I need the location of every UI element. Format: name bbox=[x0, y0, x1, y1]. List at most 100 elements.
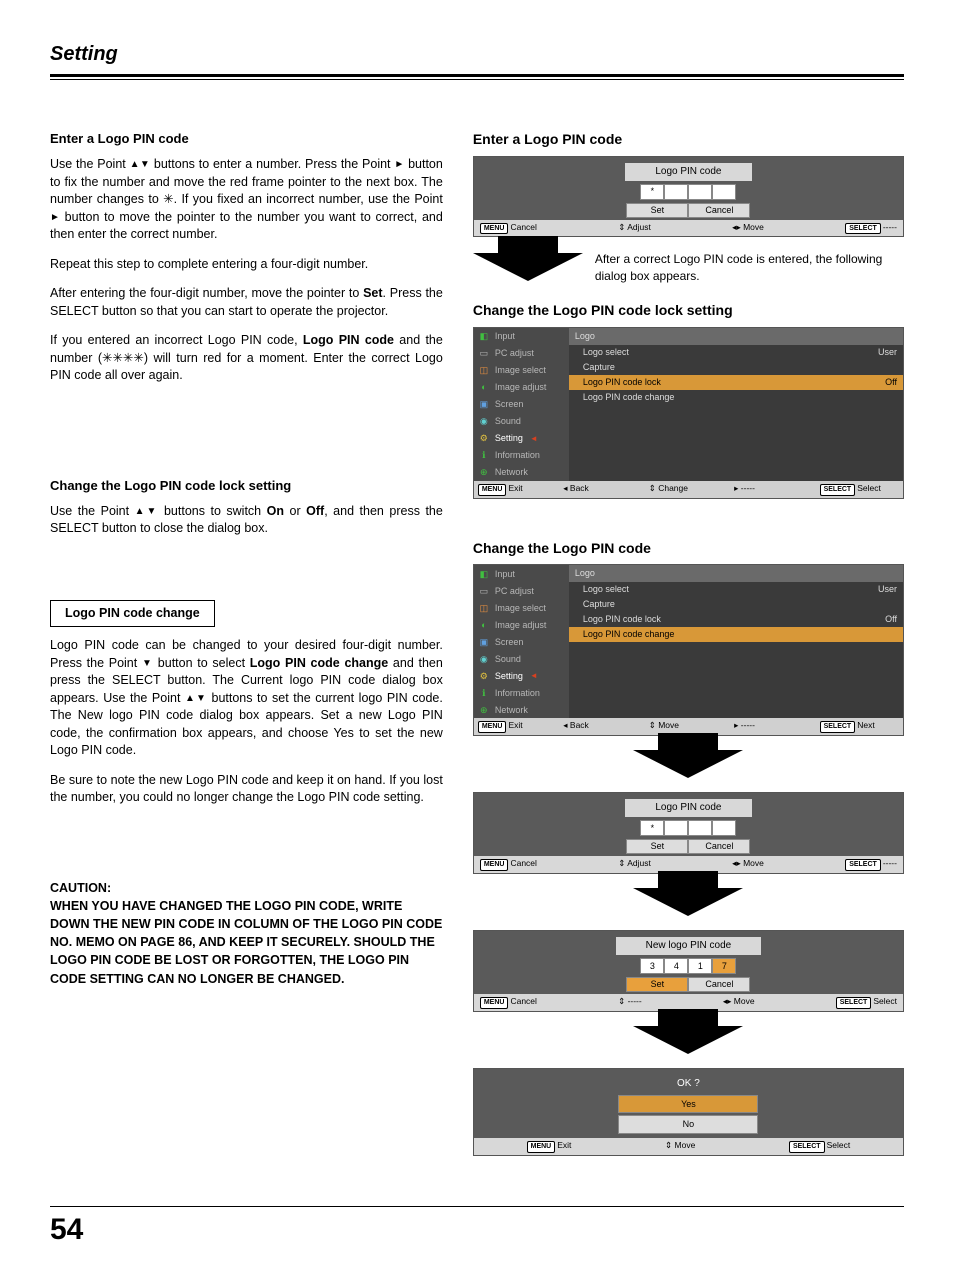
two-column-layout: Enter a Logo PIN code Use the Point ▲▼ b… bbox=[50, 130, 904, 1166]
right-icon: ► bbox=[394, 159, 404, 170]
menu-row[interactable]: Logo selectUser bbox=[569, 345, 903, 360]
cancel-button[interactable]: Cancel bbox=[688, 977, 750, 992]
hint-bar-1: MENUCancel ⇕ Adjust ◂▸ Move SELECT----- bbox=[474, 220, 903, 237]
image-adjust-icon: ◐ bbox=[478, 619, 490, 631]
no-button[interactable]: No bbox=[618, 1115, 758, 1134]
pin-cell-3[interactable] bbox=[712, 820, 736, 836]
screen-icon: ▣ bbox=[478, 636, 490, 648]
pin-cell-2[interactable] bbox=[688, 184, 712, 200]
pin-dialog-2: Logo PIN code * Set Cancel MENUCancel ⇕ … bbox=[473, 792, 904, 874]
set-button[interactable]: Set bbox=[626, 839, 688, 854]
active-marker-icon: ◄ bbox=[530, 670, 538, 681]
setting-icon: ⚙ bbox=[478, 432, 490, 444]
menu-sidebar: ◧Input ▭PC adjust ◫Image select ◐Image a… bbox=[474, 565, 569, 718]
network-icon: ⊕ bbox=[478, 466, 490, 478]
paragraph-enter-pin-1: Use the Point ▲▼ buttons to enter a numb… bbox=[50, 156, 443, 244]
caution-block: CAUTION: WHEN YOU HAVE CHANGED THE LOGO … bbox=[50, 879, 443, 988]
arrow-down-icon bbox=[473, 253, 583, 281]
menu-screenshot-1: ◧Input ▭PC adjust ◫Image select ◐Image a… bbox=[473, 327, 904, 499]
updown-icon: ▲▼ bbox=[185, 693, 207, 704]
setting-icon: ⚙ bbox=[478, 670, 490, 682]
pin-cell-0[interactable]: 3 bbox=[640, 958, 664, 974]
paragraph-enter-pin-3: After entering the four-digit number, mo… bbox=[50, 285, 443, 320]
yes-button[interactable]: Yes bbox=[618, 1095, 758, 1114]
heading-change-lock: Change the Logo PIN code lock setting bbox=[50, 477, 443, 495]
menu-header: Logo bbox=[569, 565, 903, 582]
cancel-button[interactable]: Cancel bbox=[688, 203, 750, 218]
page-number: 54 bbox=[50, 1206, 904, 1251]
pin-cell-3[interactable] bbox=[712, 184, 736, 200]
arrow-down-icon bbox=[633, 750, 743, 778]
paragraph-pin-change-2: Be sure to note the new Logo PIN code an… bbox=[50, 772, 443, 807]
input-icon: ◧ bbox=[478, 568, 490, 580]
bottom-hint-bar: MENUExit ◂ Back ⇕ Change ▸ ----- SELECTS… bbox=[474, 481, 903, 498]
right-icon: ► bbox=[50, 212, 60, 223]
menu-row[interactable]: Logo PIN code change bbox=[569, 390, 903, 405]
pin-cell-2[interactable] bbox=[688, 820, 712, 836]
screen-icon: ▣ bbox=[478, 398, 490, 410]
menu-sidebar: ◧Input ▭PC adjust ◫Image select ◐Image a… bbox=[474, 328, 569, 481]
paragraph-change-lock: Use the Point ▲▼ buttons to switch On or… bbox=[50, 503, 443, 538]
set-button[interactable]: Set bbox=[626, 203, 688, 218]
menu-main-panel: Logo Logo selectUser Capture Logo PIN co… bbox=[569, 328, 903, 481]
image-select-icon: ◫ bbox=[478, 364, 490, 376]
network-icon: ⊕ bbox=[478, 704, 490, 716]
pin-dialog-title: New logo PIN code bbox=[616, 937, 762, 955]
heading-enter-pin: Enter a Logo PIN code bbox=[50, 130, 443, 148]
pin-cell-2[interactable]: 1 bbox=[688, 958, 712, 974]
right-heading-2: Change the Logo PIN code lock setting bbox=[473, 301, 904, 321]
left-column: Enter a Logo PIN code Use the Point ▲▼ b… bbox=[50, 130, 443, 1166]
sound-icon: ◉ bbox=[478, 653, 490, 665]
menu-row[interactable]: Capture bbox=[569, 597, 903, 612]
pin-dialog-1: Logo PIN code * Set Cancel MENUCancel ⇕ … bbox=[473, 156, 904, 238]
menu-row[interactable]: Logo PIN code lockOff bbox=[569, 612, 903, 627]
ok-dialog: OK ? Yes No MENUExit ⇕ Move SELECTSelect bbox=[473, 1068, 904, 1156]
pin-dialog-title: Logo PIN code bbox=[625, 799, 751, 817]
active-marker-icon: ◄ bbox=[530, 433, 538, 444]
updown-icon: ▲▼ bbox=[135, 506, 159, 517]
cancel-button[interactable]: Cancel bbox=[688, 839, 750, 854]
input-icon: ◧ bbox=[478, 330, 490, 342]
hint-bar: MENUExit ⇕ Move SELECTSelect bbox=[474, 1138, 903, 1155]
boxed-heading-pin-change: Logo PIN code change bbox=[50, 600, 215, 628]
ok-title: OK ? bbox=[474, 1077, 903, 1091]
menu-screenshot-2: ◧Input ▭PC adjust ◫Image select ◐Image a… bbox=[473, 564, 904, 736]
info-icon: ℹ bbox=[478, 687, 490, 699]
pin-cell-1[interactable] bbox=[664, 184, 688, 200]
pin-cell-1[interactable]: 4 bbox=[664, 958, 688, 974]
pc-icon: ▭ bbox=[478, 347, 490, 359]
right-heading-1: Enter a Logo PIN code bbox=[473, 130, 904, 150]
paragraph-enter-pin-2: Repeat this step to complete entering a … bbox=[50, 256, 443, 274]
sound-icon: ◉ bbox=[478, 415, 490, 427]
menu-header: Logo bbox=[569, 328, 903, 345]
pin-cell-3[interactable]: 7 bbox=[712, 958, 736, 974]
arrow-note: After a correct Logo PIN code is entered… bbox=[595, 247, 904, 283]
updown-icon: ▲▼ bbox=[130, 159, 151, 170]
arrow-with-note: After a correct Logo PIN code is entered… bbox=[473, 247, 904, 287]
menu-main-panel: Logo Logo selectUser Capture Logo PIN co… bbox=[569, 565, 903, 718]
image-adjust-icon: ◐ bbox=[478, 381, 490, 393]
menu-row-highlighted[interactable]: Logo PIN code lockOff bbox=[569, 375, 903, 390]
pin-cell-0[interactable]: * bbox=[640, 184, 664, 200]
pin-cells: * bbox=[474, 184, 903, 200]
menu-row[interactable]: Logo selectUser bbox=[569, 582, 903, 597]
paragraph-enter-pin-4: If you entered an incorrect Logo PIN cod… bbox=[50, 332, 443, 385]
down-icon: ▼ bbox=[142, 658, 153, 669]
pin-cell-0[interactable]: * bbox=[640, 820, 664, 836]
arrow-down-icon bbox=[633, 1026, 743, 1054]
paragraph-pin-change-1: Logo PIN code can be changed to your des… bbox=[50, 637, 443, 760]
pc-icon: ▭ bbox=[478, 585, 490, 597]
arrow-down-icon bbox=[633, 888, 743, 916]
page-title: Setting bbox=[50, 40, 904, 68]
title-rule bbox=[50, 74, 904, 80]
menu-row[interactable]: Capture bbox=[569, 360, 903, 375]
set-button[interactable]: Set bbox=[626, 977, 688, 992]
info-icon: ℹ bbox=[478, 449, 490, 461]
image-select-icon: ◫ bbox=[478, 602, 490, 614]
pin-cell-1[interactable] bbox=[664, 820, 688, 836]
right-column: Enter a Logo PIN code Logo PIN code * Se… bbox=[473, 130, 904, 1166]
new-pin-dialog: New logo PIN code 3 4 1 7 Set Cancel MEN… bbox=[473, 930, 904, 1012]
right-heading-3: Change the Logo PIN code bbox=[473, 539, 904, 559]
menu-row-highlighted[interactable]: Logo PIN code change bbox=[569, 627, 903, 642]
pin-dialog-title: Logo PIN code bbox=[625, 163, 751, 181]
